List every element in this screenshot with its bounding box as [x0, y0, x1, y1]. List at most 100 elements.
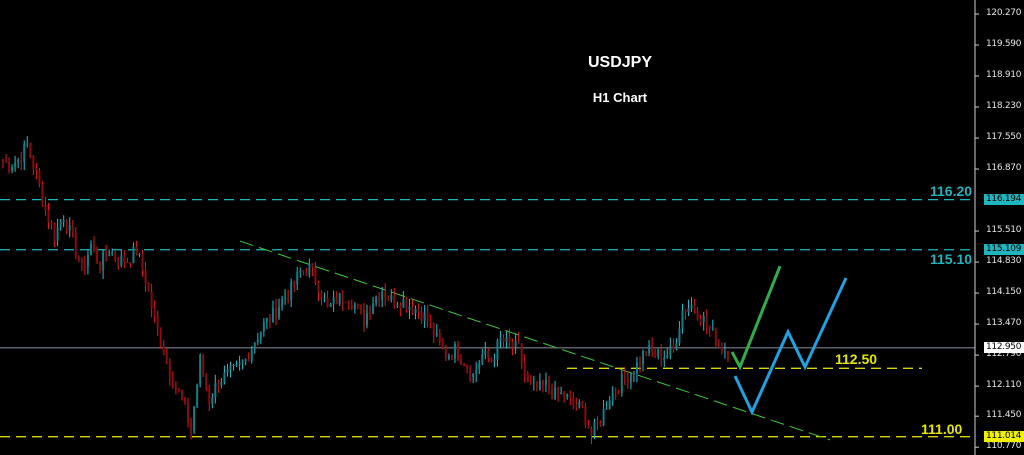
candle-body — [635, 362, 638, 374]
candle-body — [117, 259, 120, 266]
candle-body — [41, 184, 44, 206]
axis-tick-label: 114.150 — [986, 287, 1022, 298]
candle-body — [205, 374, 208, 388]
candle-body — [177, 388, 180, 391]
candle-body — [560, 392, 563, 395]
candle-body — [581, 402, 584, 407]
candle-body — [608, 400, 611, 409]
candle-body — [414, 308, 417, 313]
candle-body — [484, 350, 487, 355]
candle-body — [323, 298, 326, 300]
candle-body — [554, 387, 557, 399]
candle-body — [499, 337, 502, 341]
candle-body — [86, 254, 89, 267]
candle-body — [720, 346, 723, 352]
candle-body — [408, 306, 411, 310]
candle-body — [50, 222, 53, 225]
candle-body — [332, 297, 335, 305]
axis-tick-label: 116.870 — [986, 163, 1022, 174]
candle-body — [168, 360, 171, 377]
candle-body — [505, 336, 508, 342]
candle-body — [557, 387, 560, 395]
candle-body — [241, 361, 244, 363]
candle-body — [344, 301, 347, 303]
candle-body — [165, 354, 168, 361]
candle-body — [366, 313, 368, 326]
candle-body — [326, 298, 329, 307]
candle-body — [490, 357, 493, 362]
candle-body — [53, 224, 56, 241]
candle-body — [132, 246, 135, 264]
candle-body — [71, 224, 74, 233]
level-axis-label: 111.014 — [984, 430, 1024, 442]
candle-body — [529, 381, 532, 383]
candle-body — [453, 343, 456, 359]
candle-body — [111, 252, 114, 255]
candle-body — [223, 372, 226, 383]
candle-body — [666, 354, 669, 358]
candle-body — [232, 364, 235, 367]
candle-body — [5, 161, 8, 163]
candle-body — [338, 292, 341, 305]
scenario-path — [733, 277, 848, 416]
candle-body — [402, 299, 405, 308]
candle-body — [632, 373, 635, 375]
axis-tick-label: 115.510 — [986, 225, 1022, 236]
candle-body — [11, 167, 14, 172]
candle-body — [180, 390, 183, 398]
axis-tick-label: 113.470 — [986, 318, 1022, 329]
candle-body — [114, 252, 117, 260]
candle-body — [150, 291, 153, 309]
candle-body — [341, 292, 344, 302]
candle-body — [187, 402, 190, 423]
candle-body — [514, 340, 517, 348]
candle-body — [726, 351, 729, 360]
candle-body — [83, 262, 86, 267]
candle-body — [648, 345, 651, 354]
candle-body — [426, 312, 429, 321]
candle-body — [681, 310, 684, 329]
candle-body — [523, 363, 526, 374]
candle-body — [502, 337, 505, 342]
chart-subtitle: H1 Chart — [592, 90, 648, 105]
candle-body — [350, 304, 353, 310]
candle-body — [438, 333, 441, 342]
candle-body — [723, 351, 726, 353]
candle-body — [378, 296, 381, 301]
scenario-path — [730, 265, 782, 371]
candle-body — [26, 143, 29, 145]
candle-body — [472, 373, 475, 378]
candle-body — [551, 389, 554, 399]
candle-body — [159, 327, 162, 346]
candle-body — [62, 220, 65, 222]
candle-body — [578, 402, 581, 408]
candle-body — [284, 297, 287, 299]
candle-body — [35, 168, 38, 171]
candle-body — [690, 304, 693, 309]
candle-body — [599, 422, 602, 426]
candle-body — [44, 205, 47, 211]
candle-body — [639, 362, 641, 365]
axis-tick-label: 118.230 — [986, 101, 1022, 112]
candle-body — [287, 297, 290, 300]
candle-body — [311, 263, 314, 268]
candle-body — [602, 408, 605, 426]
candle-body — [678, 328, 681, 344]
candle-body — [563, 392, 566, 397]
candle-body — [496, 340, 499, 360]
candle-body — [174, 387, 177, 389]
candle-body — [302, 270, 305, 272]
candle-body — [538, 380, 541, 390]
candle-body — [362, 309, 365, 326]
candle-body — [375, 296, 378, 304]
candle-body — [162, 345, 165, 355]
candle-body — [605, 408, 608, 410]
candle-body — [593, 422, 596, 436]
candle-body — [369, 313, 372, 315]
candle-body — [262, 322, 265, 332]
candle-body — [275, 307, 277, 318]
candle-body — [196, 384, 199, 407]
candle-body — [669, 345, 672, 355]
candle-body — [99, 261, 102, 271]
